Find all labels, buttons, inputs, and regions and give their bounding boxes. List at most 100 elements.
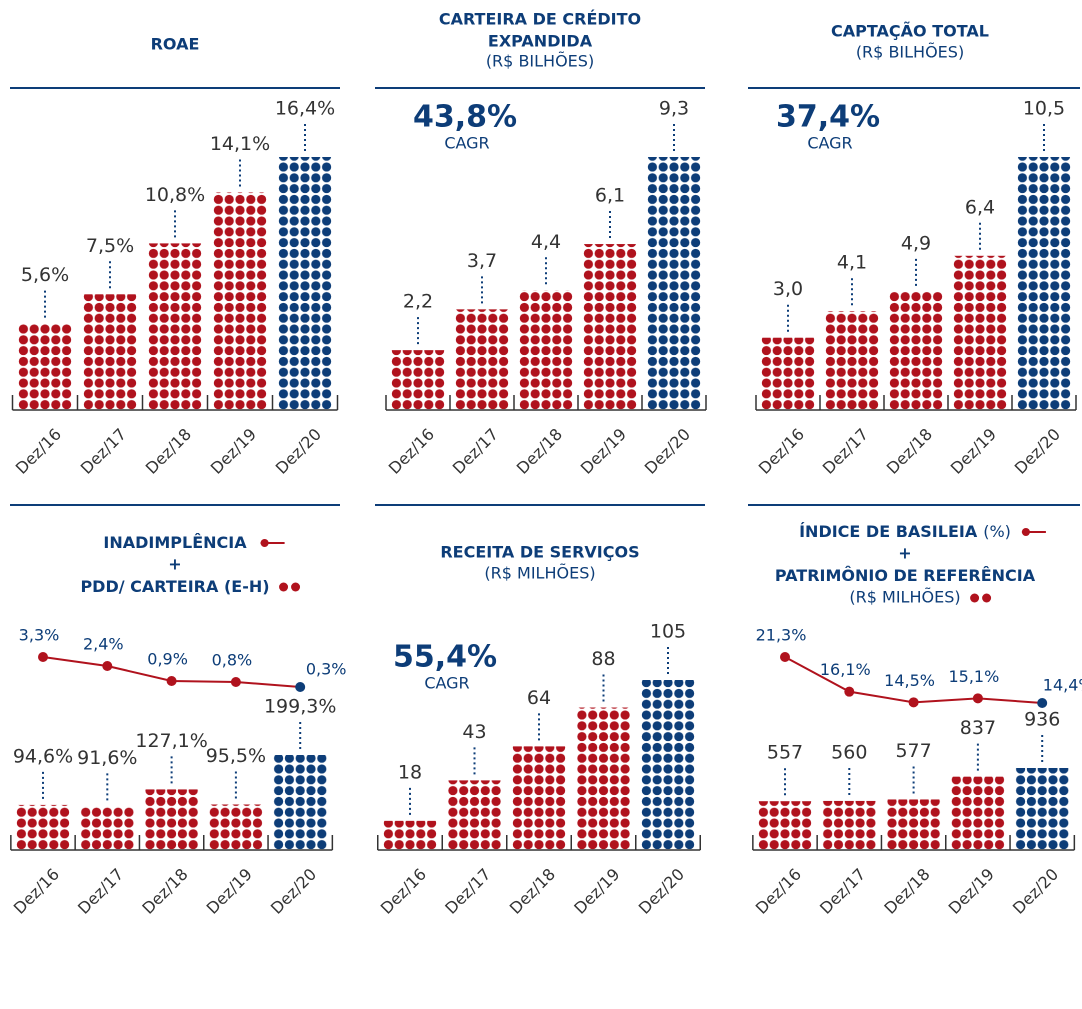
line-point <box>102 661 113 671</box>
chart-title: EXPANDIDA <box>488 32 593 51</box>
value-label: 16,4% <box>275 98 335 120</box>
x-tick-label: Dez/20 <box>635 865 688 918</box>
line-point <box>844 686 855 697</box>
dot-bar <box>213 192 267 410</box>
line-point <box>972 693 983 704</box>
chart-title: CARTEIRA DE CRÉDITO <box>439 10 641 29</box>
series-name: PDD/ CARTEIRA (E-H) <box>80 577 269 596</box>
dot-bar <box>278 157 332 410</box>
x-tick-label: Dez/16 <box>10 865 63 918</box>
cagr-note: CAGR <box>807 134 852 153</box>
value-label: 95,5% <box>206 745 266 767</box>
dot-bar <box>576 707 631 850</box>
title-joiner: + <box>898 544 911 563</box>
chart-subtitle: (R$ BILHÕES) <box>856 43 964 62</box>
value-label: 837 <box>960 717 996 739</box>
chart-subtitle: (R$ BILHÕES) <box>486 52 594 71</box>
line-value-label: 14,4% <box>1043 676 1082 695</box>
x-tick-label: Dez/20 <box>267 865 320 918</box>
legend-dot <box>982 593 992 603</box>
line-value-label: 0,8% <box>212 651 253 670</box>
line-point <box>295 682 306 692</box>
x-tick-label: Dez/19 <box>203 865 256 918</box>
line-point <box>780 652 790 662</box>
series-name: PATRIMÔNIO DE REFERÊNCIA <box>775 566 1036 585</box>
value-label: 105 <box>650 621 686 643</box>
value-label: 3,7 <box>467 250 497 272</box>
line-value-label: 0,3% <box>306 660 347 679</box>
value-label: 2,2 <box>403 291 433 313</box>
dot-bar <box>83 294 137 410</box>
line-point <box>230 677 241 687</box>
x-tick-label: Dez/20 <box>272 425 325 478</box>
x-tick-label: Dez/19 <box>945 865 998 918</box>
legend-dot <box>260 539 269 547</box>
line-value-label: 16,1% <box>820 660 871 679</box>
x-tick-label: Dez/20 <box>641 425 694 478</box>
x-tick-label: Dez/18 <box>142 425 195 478</box>
dot-bar <box>953 255 1007 410</box>
value-label: 91,6% <box>77 747 137 769</box>
x-tick-label: Dez/20 <box>1011 425 1064 478</box>
legend-dot <box>291 582 301 592</box>
x-tick-label: Dez/16 <box>385 425 438 478</box>
value-label: 3,0 <box>773 278 803 300</box>
x-tick-label: Dez/17 <box>74 865 127 918</box>
x-tick-label: Dez/18 <box>513 425 566 478</box>
dot-bar <box>512 746 566 850</box>
legend-dot <box>279 582 289 592</box>
x-tick-label: Dez/19 <box>947 425 1000 478</box>
chart-title: ROAE <box>151 35 200 54</box>
dot-bar <box>761 337 815 410</box>
value-label: 5,6% <box>21 264 69 286</box>
dot-bar <box>144 789 199 850</box>
line-point <box>38 652 48 662</box>
cagr-value: 55,4% <box>393 640 497 675</box>
chart-subtitle: (R$ MILHÕES) <box>484 564 595 583</box>
value-label: 199,3% <box>264 696 336 718</box>
x-tick-label: Dez/19 <box>577 425 630 478</box>
value-label: 7,5% <box>86 235 134 257</box>
dot-bar <box>647 157 701 410</box>
dot-bar <box>148 243 202 410</box>
dot-bar <box>950 776 1005 850</box>
dot-bar <box>455 309 509 410</box>
cagr-note: CAGR <box>424 674 469 693</box>
cagr-value: 43,8% <box>413 100 517 135</box>
dot-bar <box>889 291 943 410</box>
legend-dot <box>1021 528 1030 536</box>
line-point <box>908 697 919 708</box>
dot-bar <box>273 755 328 850</box>
x-tick-label: Dez/17 <box>77 425 130 478</box>
x-tick-label: Dez/18 <box>883 425 936 478</box>
series-name: INADIMPLÊNCIA <box>103 533 247 552</box>
value-label: 9,3 <box>659 98 689 120</box>
line-value-label: 21,3% <box>756 626 807 645</box>
line-value-label: 14,5% <box>884 671 935 690</box>
x-tick-label: Dez/16 <box>752 865 805 918</box>
dot-bar <box>391 350 445 410</box>
value-label: 577 <box>895 740 931 762</box>
x-tick-label: Dez/19 <box>207 425 260 478</box>
value-label: 18 <box>398 761 422 783</box>
value-label: 88 <box>591 648 615 670</box>
legend-label: ÍNDICE DE BASILEIA (%) <box>799 522 1011 541</box>
series-name: ÍNDICE DE BASILEIA <box>799 522 978 541</box>
cagr-note: CAGR <box>444 134 489 153</box>
dot-bar <box>886 799 941 850</box>
dot-bar <box>1017 157 1071 410</box>
value-label: 10,5 <box>1023 98 1065 120</box>
legend-label: PATRIMÔNIO DE REFERÊNCIA <box>775 566 1036 585</box>
line-value-label: 2,4% <box>83 635 124 654</box>
dot-bar <box>208 804 263 850</box>
line-point <box>166 676 177 686</box>
value-label: 6,1 <box>595 185 625 207</box>
x-tick-label: Dez/16 <box>12 425 65 478</box>
dot-bar <box>641 680 695 850</box>
legend-label: PDD/ CARTEIRA (E-H) <box>80 577 269 596</box>
x-tick-label: Dez/20 <box>1009 865 1062 918</box>
cagr-value: 37,4% <box>776 100 880 135</box>
legend-label: INADIMPLÊNCIA <box>103 533 247 552</box>
dot-bar <box>447 780 502 850</box>
dot-bar <box>583 244 637 410</box>
